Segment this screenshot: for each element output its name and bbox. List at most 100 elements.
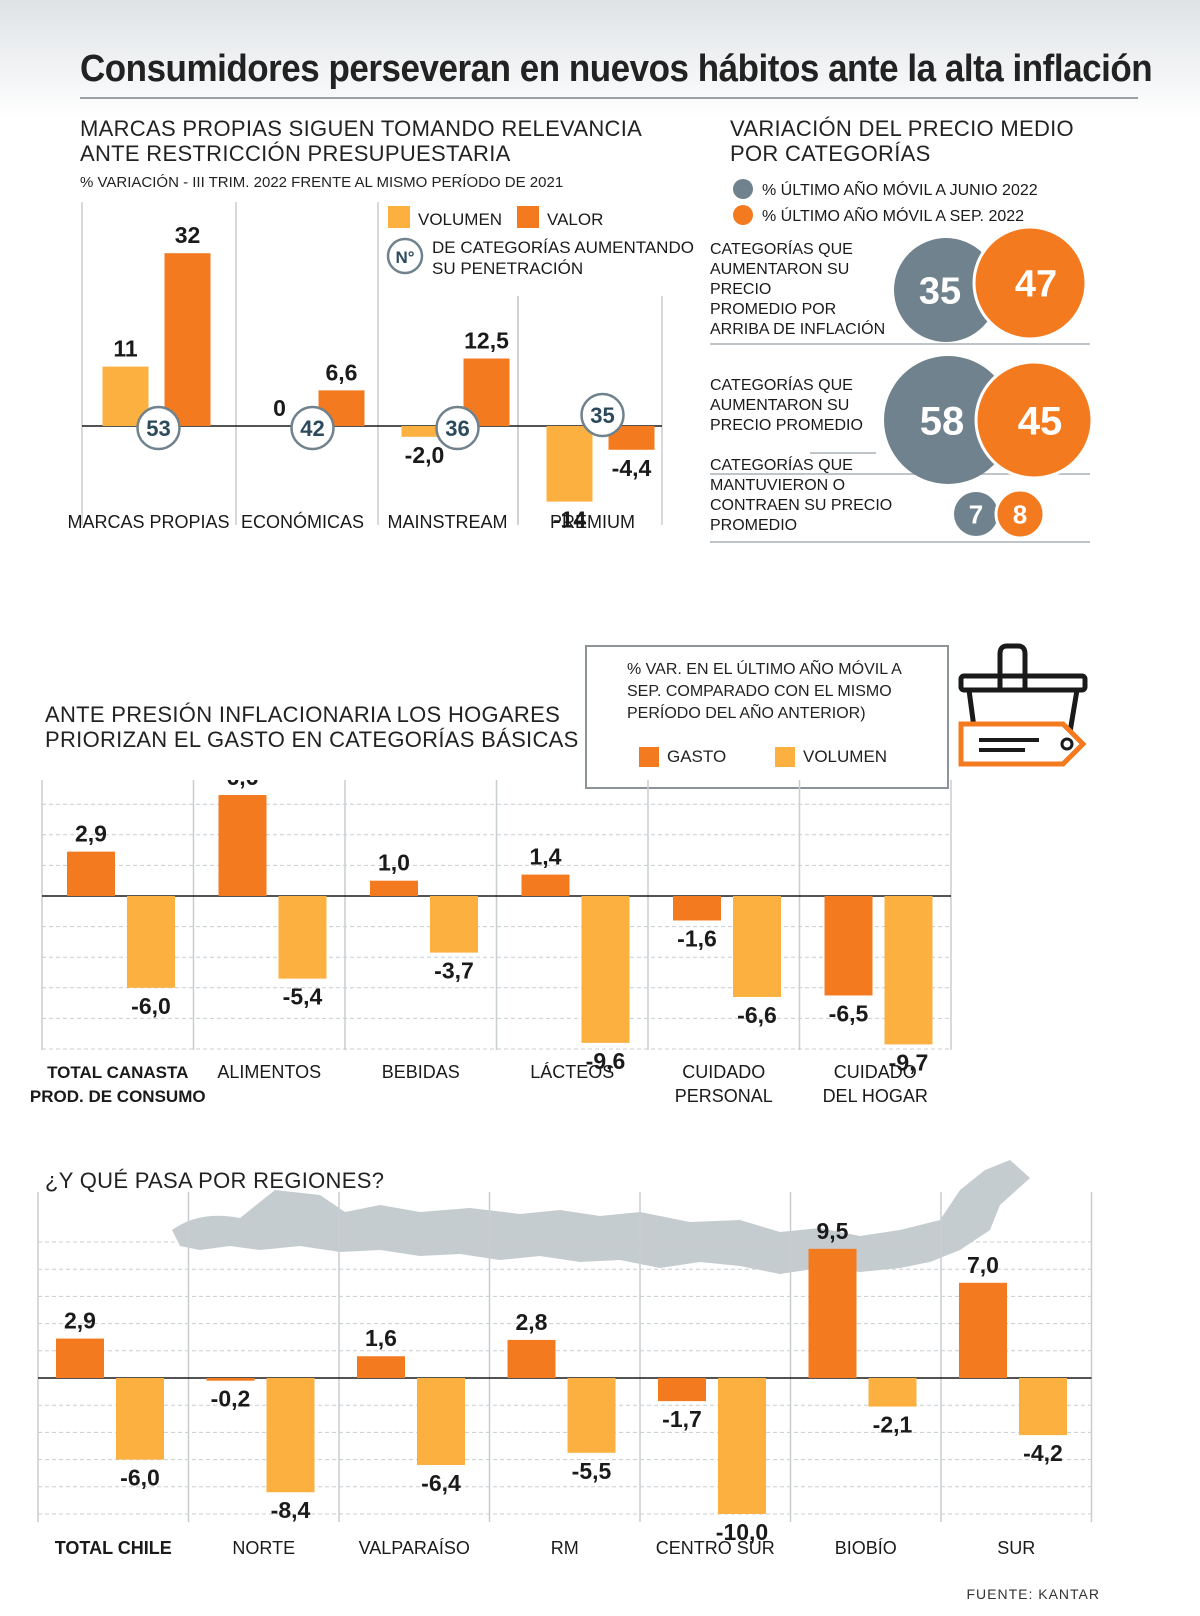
category-label-centro-sur: CENTRO SUR <box>656 1538 775 1558</box>
section1-heading-line1: MARCAS PROPIAS SIGUEN TOMANDO RELEVANCIA <box>80 116 643 141</box>
bar-volumen-alimentos <box>278 896 327 979</box>
chart-marcas-propias: 11 32 53 MARCAS PROPIAS 0 6,6 42 ECONÓMICAS -2,0… <box>67 202 694 533</box>
bar-label-gasto-sur: 7,0 <box>967 1252 999 1278</box>
legend-gasto-swatch <box>639 747 659 767</box>
bubble-orange-value-row3: 8 <box>1013 499 1027 529</box>
bar-gasto-centro-sur <box>658 1378 706 1402</box>
row2-label-line1: CATEGORÍAS QUE <box>710 375 853 394</box>
row3-label-line1: CATEGORÍAS QUE <box>710 455 853 474</box>
bar-volumen-valparaiso <box>417 1378 465 1466</box>
bar-volumen-bebidas <box>430 896 478 953</box>
bar-label-gasto-cuidado-personal: -1,6 <box>677 925 717 951</box>
penetration-badge-value: 36 <box>445 416 469 441</box>
bubble-orange-row1 <box>972 225 1088 341</box>
penetration-badge-value: 35 <box>590 403 614 428</box>
section4-heading: ¿Y QUÉ PASA POR REGIONES? <box>45 1168 385 1193</box>
category-label-lacteos-line1: LÁCTEOS <box>530 1062 614 1082</box>
category-label-bebidas-line1: BEBIDAS <box>382 1062 460 1082</box>
bar-volumen-total-canasta-prod-de-consumo <box>127 896 175 988</box>
bar-label-valor-mainstream: 12,5 <box>464 328 509 354</box>
bar-label-gasto-lacteos: 1,4 <box>530 844 562 870</box>
category-label-alimentos-line1: ALIMENTOS <box>217 1062 321 1082</box>
category-label-cuidado-personal-line2: PERSONAL <box>675 1086 773 1106</box>
bar-volumen-sur <box>1019 1378 1067 1436</box>
bar-label-gasto-norte: -0,2 <box>211 1386 251 1412</box>
bar-label-volumen-sur: -4,2 <box>1023 1440 1063 1466</box>
bar-label-volumen-economicas: 0 <box>273 395 286 421</box>
bubble-orange-row3 <box>994 488 1046 540</box>
legend-gray-label: % ÚLTIMO AÑO MÓVIL A JUNIO 2022 <box>762 179 1038 199</box>
bar-gasto-sur <box>959 1282 1007 1378</box>
bubble-gray-row1 <box>894 238 998 342</box>
legend-volumen-swatch <box>775 747 795 767</box>
chart-precio-medio: % ÚLTIMO AÑO MÓVIL A JUNIO 2022 % ÚLTIMO … <box>710 179 1094 543</box>
bubble-orange-value-row2: 45 <box>1018 399 1063 443</box>
bubble-gray-row2 <box>884 356 1012 484</box>
bar-label-volumen-centro-sur: -10,0 <box>716 1519 768 1545</box>
bar-label-volumen-total-canasta-prod-de-consumo: -6,0 <box>131 993 171 1019</box>
bar-label-volumen-total-chile: -6,0 <box>120 1465 160 1491</box>
penetration-badge <box>580 392 625 438</box>
category-label-cuidado-del-hogar-line2: DEL HOGAR <box>823 1086 928 1106</box>
bar-label-gasto-valparaiso: 1,6 <box>365 1325 397 1351</box>
row3-label-line2: MANTUVIERON O <box>710 477 845 494</box>
bar-volumen-lacteos <box>581 896 630 1043</box>
legend-valor-label: VALOR <box>547 210 603 229</box>
bar-gasto-bebidas <box>370 880 418 896</box>
category-label-valparaiso: VALPARAÍSO <box>359 1538 470 1558</box>
row3-label-line4: PROMEDIO <box>710 517 797 534</box>
section3-heading-line1: ANTE PRESIÓN INFLACIONARIA LOS HOGARES <box>45 702 561 727</box>
bar-gasto-norte <box>206 1378 255 1381</box>
bar-volumen-biobio <box>868 1378 917 1407</box>
bubble-orange-row2 <box>974 360 1094 480</box>
row1-label-line5: ARRIBA DE INFLACIÓN <box>710 319 885 338</box>
bubble-gray-value-row3: 7 <box>969 499 983 529</box>
row1-label-line3: PRECIO <box>710 281 771 298</box>
bar-valor-premium <box>608 426 655 450</box>
legend-volumen-label: VOLUMEN <box>418 210 502 229</box>
bar-label-gasto-total-canasta-prod-de-consumo: 2,9 <box>75 821 107 847</box>
category-label-premium: PREMIUM <box>550 512 635 532</box>
row1-label-line4: PROMEDIO POR <box>710 301 836 318</box>
bar-label-volumen-premium: -14 <box>553 507 586 533</box>
section3-heading: ANTE PRESIÓN INFLACIONARIA LOS HOGARES P… <box>45 702 579 752</box>
bar-label-gasto-cuidado-del-hogar: -6,5 <box>829 1000 869 1026</box>
legend-volumen-swatch <box>388 206 410 228</box>
bar-label-valor-economicas: 6,6 <box>326 359 358 385</box>
legend-badge-line1: DE CATEGORÍAS AUMENTANDO <box>432 238 694 257</box>
bar-label-gasto-total-chile: 2,9 <box>64 1308 96 1334</box>
bar-volumen-cuidado-del-hogar <box>884 896 933 1045</box>
category-label-total-chile: TOTAL CHILE <box>55 1538 172 1558</box>
bar-label-gasto-bebidas: 1,0 <box>378 850 410 876</box>
section2-heading: VARIACIÓN DEL PRECIO MEDIO POR CATEGORÍA… <box>730 116 1074 166</box>
chart-regiones: 2,9 -6,0 TOTAL CHILE -0,2 -8,4 NORTE 1,6 -6,4 VA… <box>37 1160 1093 1558</box>
bar-valor-marcas-propias <box>164 253 211 426</box>
legend-badge-line2: SU PENETRACIÓN <box>432 259 583 278</box>
category-label-cuidado-del-hogar-line1: CUIDADO <box>834 1062 917 1082</box>
chile-map-silhouette <box>172 1160 1030 1274</box>
bar-label-volumen-marcas-propias: 11 <box>113 336 138 362</box>
bar-gasto-lacteos <box>521 874 570 896</box>
penetration-badge-value: 53 <box>146 416 170 441</box>
section3-legend-line2: SEP. COMPARADO CON EL MISMO <box>627 683 892 700</box>
category-label-biobio: BIOBÍO <box>835 1538 897 1558</box>
row3-label-line3: CONTRAEN SU PRECIO <box>710 497 892 514</box>
bar-label-gasto-alimentos: 6,6 <box>227 780 259 790</box>
penetration-badge <box>435 405 480 451</box>
section3-legend-line1: % VAR. EN EL ÚLTIMO AÑO MÓVIL A <box>627 661 902 678</box>
section1-subtitle: % VARIACIÓN - III TRIM. 2022 FRENTE AL M… <box>80 174 564 191</box>
bar-volumen-premium <box>546 426 593 502</box>
section3-heading-line2: PRIORIZAN EL GASTO EN CATEGORÍAS BÁSICAS <box>45 727 579 752</box>
bar-gasto-cuidado-personal <box>673 896 721 921</box>
bar-gasto-total-canasta-prod-de-consumo <box>67 851 115 896</box>
legend-orange-label: % ÚLTIMO AÑO MÓVIL A SEP. 2022 <box>762 205 1024 225</box>
chart-categorias-basicas: 2,9 -6,0 TOTAL CANASTA PROD. DE CONSUMO 6,6 -… <box>30 780 952 1106</box>
category-label-mainstream: MAINSTREAM <box>387 512 507 532</box>
bubble-gray-row3 <box>954 492 998 536</box>
bubble-orange-value-row1: 47 <box>1015 264 1057 306</box>
bubble-gray-value-row1: 35 <box>919 271 961 313</box>
bar-label-volumen-norte: -8,4 <box>271 1497 311 1523</box>
header-background <box>0 0 1200 120</box>
bar-gasto-total-chile <box>56 1338 104 1378</box>
bar-label-gasto-biobio: 9,5 <box>817 1218 849 1244</box>
